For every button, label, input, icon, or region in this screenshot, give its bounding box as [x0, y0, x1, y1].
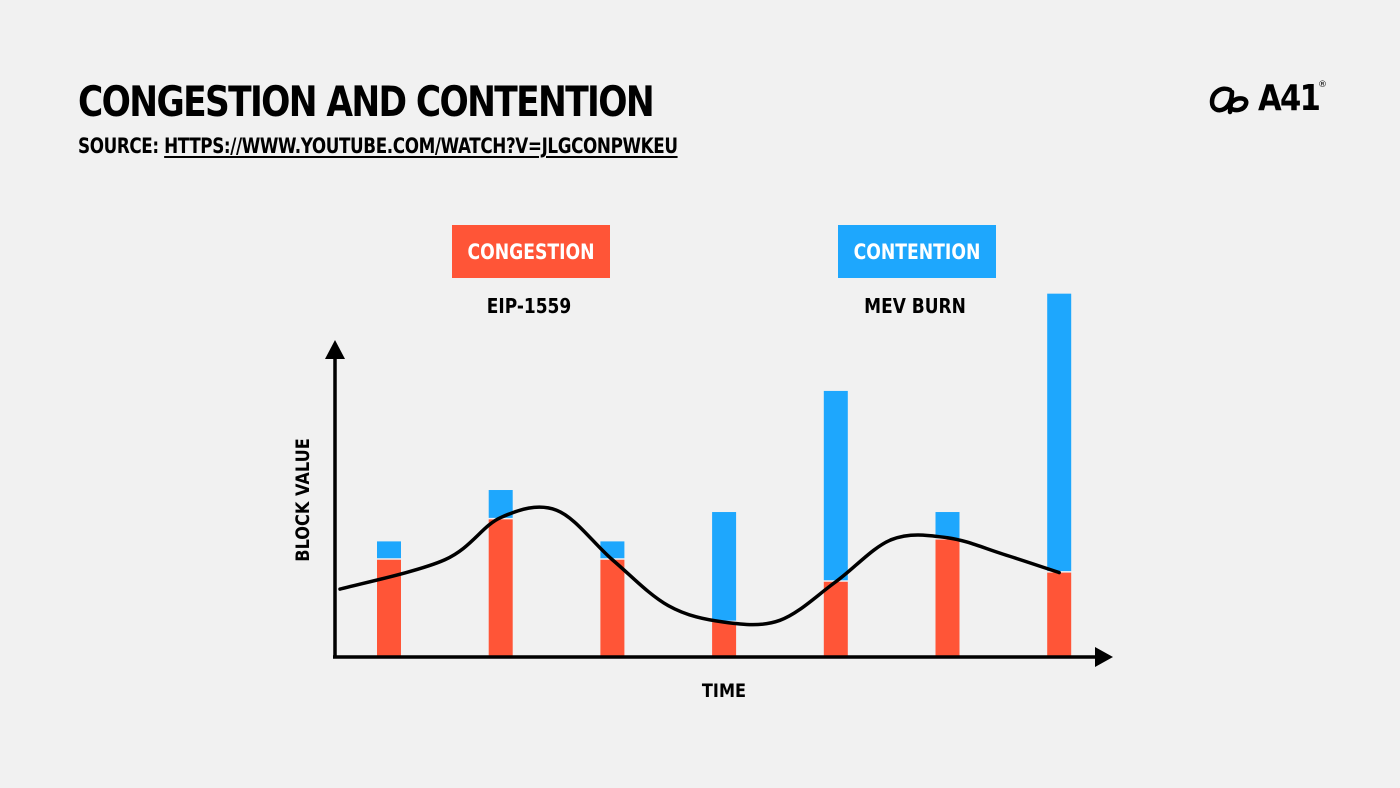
chart-legend: CONGESTION EIP-1559 CONTENTION MEV BURN [452, 225, 996, 318]
chart-axes [325, 340, 1113, 667]
y-axis-label: BLOCK VALUE [293, 438, 315, 561]
legend-label-contention: CONTENTION [854, 239, 981, 264]
bar-contention-7 [1047, 293, 1072, 572]
bar-congestion-6 [935, 539, 960, 657]
bar-contention-4 [712, 512, 737, 621]
bar-contention-1 [377, 541, 401, 559]
legend-box-contention [838, 225, 996, 278]
legend-sublabel-contention: MEV BURN [864, 296, 966, 319]
chart-bars [377, 293, 1072, 657]
bar-congestion-2 [488, 519, 513, 657]
x-axis-arrow [1095, 647, 1113, 667]
y-axis-arrow [325, 340, 345, 359]
bar-congestion-7 [1047, 572, 1072, 657]
logo-registered-mark: ® [1318, 80, 1327, 90]
bar-congestion-3 [600, 559, 625, 657]
source-label: SOURCE: [78, 134, 159, 158]
logo: A41 ® [1208, 76, 1328, 122]
logo-text: A41 [1258, 78, 1321, 119]
x-axis-label: TIME [702, 681, 746, 703]
source-line: SOURCE: HTTPS://WWW.YOUTUBE.COM/WATCH?V=… [78, 132, 678, 160]
bar-contention-5 [823, 390, 848, 581]
bar-congestion-5 [823, 581, 848, 657]
page-title: CONGESTION AND CONTENTION [78, 77, 655, 126]
legend-sublabel-congestion: EIP-1559 [487, 296, 571, 319]
source-link[interactable]: HTTPS://WWW.YOUTUBE.COM/WATCH?V=JLGCONPW… [164, 134, 678, 158]
legend-box-congestion [452, 225, 610, 278]
bar-contention-6 [935, 512, 960, 539]
trend-curve [338, 505, 1061, 627]
bar-congestion-4 [712, 622, 737, 657]
legend-label-congestion: CONGESTION [467, 239, 594, 264]
a41-logo-icon [1209, 86, 1249, 115]
